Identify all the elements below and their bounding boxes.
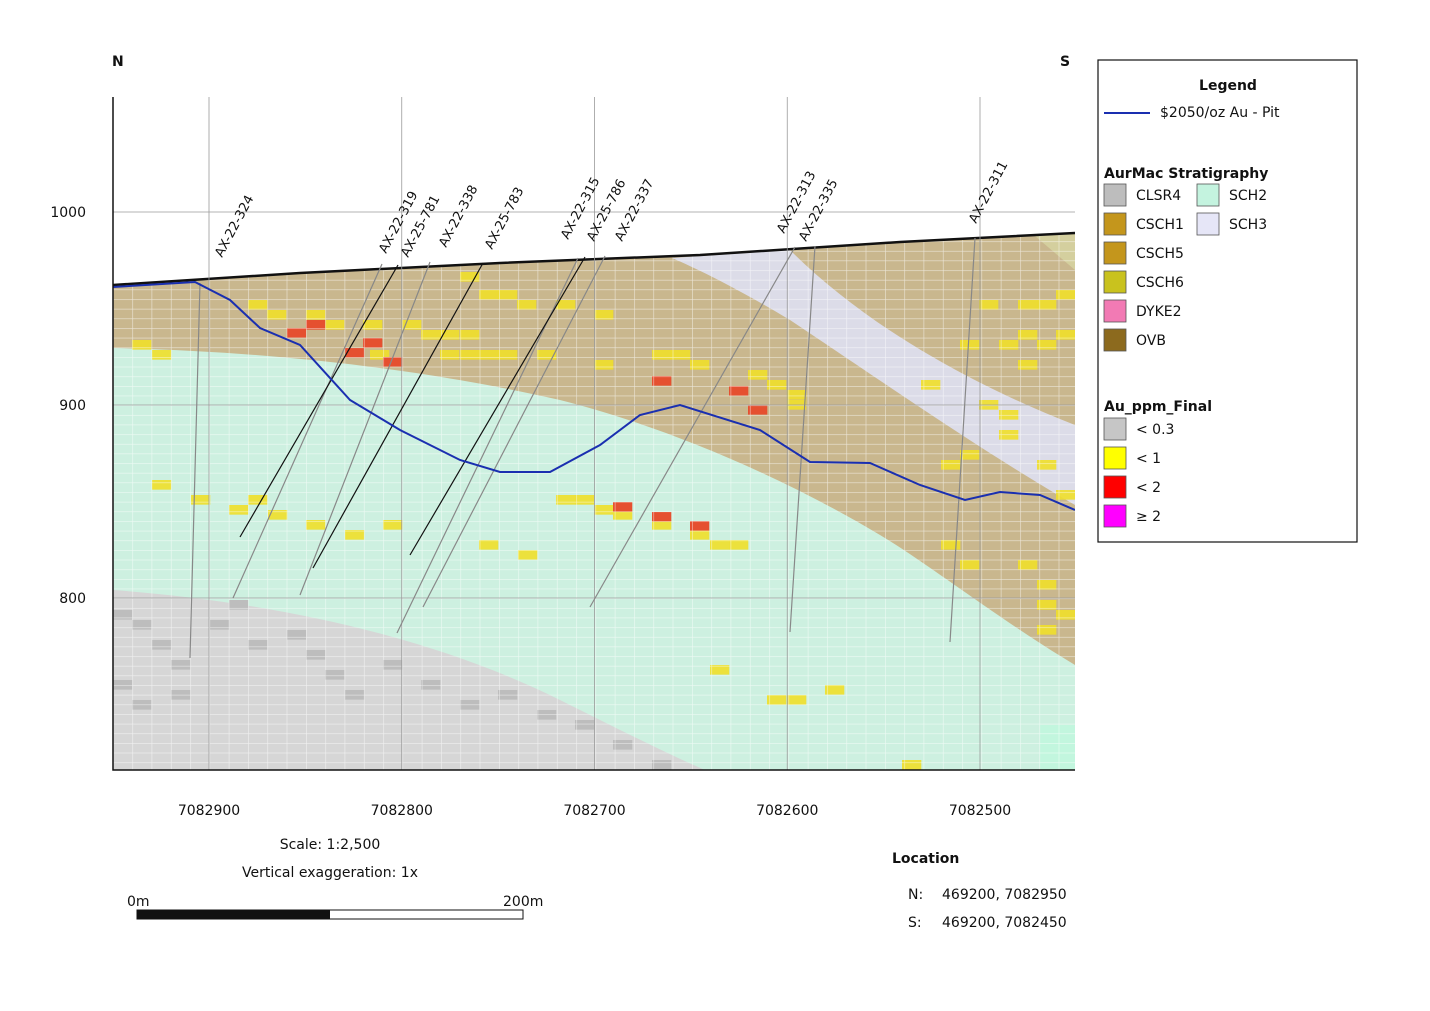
legend-label: CSCH5 <box>1136 246 1184 262</box>
drillhole-trace <box>589 246 796 608</box>
scale-ratio: Scale: 1:2,500 <box>280 837 381 853</box>
legend-swatch <box>1196 183 1220 207</box>
stratigraphy-title: AurMac Stratigraphy <box>1104 166 1268 182</box>
drillhole-trace <box>312 262 484 569</box>
legend-swatch <box>1103 299 1127 323</box>
legend-swatch <box>1103 504 1127 528</box>
legend-label: ≥ 2 <box>1136 509 1161 525</box>
legend-label: SCH3 <box>1229 217 1267 233</box>
drillhole-trace <box>789 245 816 633</box>
drillhole-trace <box>409 256 586 556</box>
legend-label: SCH2 <box>1229 188 1267 204</box>
y-tick-label: 1000 <box>50 205 86 221</box>
legend-box <box>1097 59 1358 543</box>
drillhole-trace <box>189 282 201 659</box>
y-tick-label: 900 <box>59 398 86 414</box>
pit-label: $2050/oz Au - Pit <box>1160 105 1280 121</box>
legend-label: CSCH6 <box>1136 275 1184 291</box>
legend-label: OVB <box>1136 333 1166 349</box>
topography <box>113 231 1075 287</box>
legend-label: CLSR4 <box>1136 188 1181 204</box>
drillhole-trace <box>232 263 383 599</box>
drillhole-trace <box>422 255 606 608</box>
x-tick-label: 7082600 <box>756 803 818 819</box>
legend-swatch <box>1103 328 1127 352</box>
scale-start: 0m <box>127 894 150 910</box>
vertical-exaggeration: Vertical exaggeration: 1x <box>242 865 418 881</box>
legend-swatch <box>1103 212 1127 236</box>
legend-label: CSCH1 <box>1136 217 1184 233</box>
legend-label: < 0.3 <box>1136 422 1174 438</box>
location-s-key: S: <box>908 915 922 931</box>
scale-end: 200m <box>503 894 543 910</box>
x-tick-label: 7082800 <box>371 803 433 819</box>
pit-shell <box>113 280 1075 511</box>
scale-bar-fill <box>137 910 330 919</box>
drillhole-trace <box>949 237 976 643</box>
south-label: S <box>1060 54 1070 70</box>
location-n-key: N: <box>908 887 923 903</box>
legend: Legend $2050/oz Au - Pit AurMac Stratigr… <box>1097 59 1358 543</box>
location-s-value: 469200, 7082450 <box>942 915 1067 931</box>
axis-frame <box>112 97 1075 771</box>
legend-swatch <box>1196 212 1220 236</box>
legend-swatch <box>1103 475 1127 499</box>
legend-label: DYKE2 <box>1136 304 1182 320</box>
legend-swatch <box>1103 241 1127 265</box>
legend-swatch <box>1103 446 1127 470</box>
drillhole-trace <box>299 261 431 596</box>
legend-swatch <box>1103 183 1127 207</box>
legend-swatch <box>1103 417 1127 441</box>
location-title: Location <box>892 851 959 867</box>
y-tick-label: 800 <box>59 591 86 607</box>
x-tick-label: 7082500 <box>949 803 1011 819</box>
au-title: Au_ppm_Final <box>1104 399 1212 415</box>
legend-label: < 1 <box>1136 451 1161 467</box>
legend-swatch <box>1103 270 1127 294</box>
block-grid <box>113 97 1075 770</box>
north-label: N <box>112 54 124 70</box>
drillhole-trace <box>239 264 399 538</box>
x-tick-label: 7082900 <box>178 803 240 819</box>
legend-title: Legend <box>1199 78 1257 94</box>
x-tick-label: 7082700 <box>563 803 625 819</box>
location-n-value: 469200, 7082950 <box>942 887 1067 903</box>
legend-label: < 2 <box>1136 480 1161 496</box>
